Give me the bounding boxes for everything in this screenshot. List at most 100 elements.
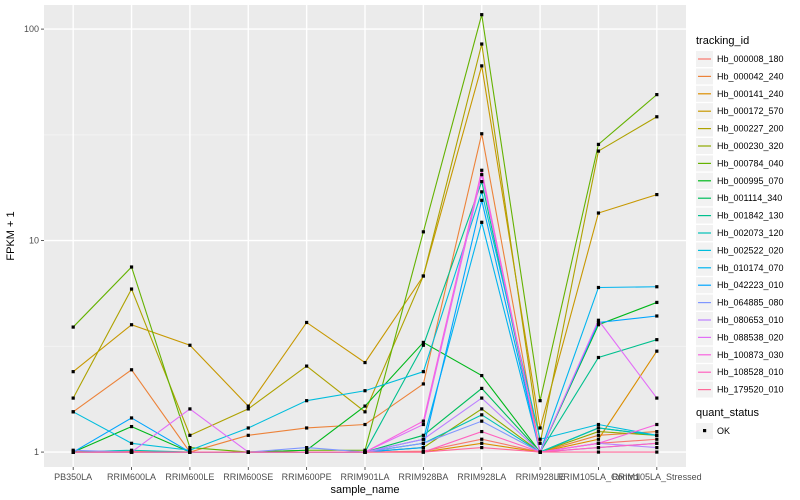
- legend-label: Hb_002522_020: [717, 245, 784, 255]
- data-point: [655, 429, 659, 434]
- data-point: [129, 323, 134, 327]
- data-point: [596, 285, 601, 290]
- data-point: [421, 445, 425, 450]
- data-point: [305, 320, 309, 325]
- legend-label: Hb_000995_070: [717, 176, 784, 186]
- data-point: [480, 386, 484, 391]
- data-point: [421, 422, 425, 427]
- x-tick-label: RRIM928BA: [398, 472, 448, 482]
- legend-label: Hb_080653_010: [717, 315, 784, 325]
- legend-label: Hb_100873_030: [717, 350, 784, 360]
- data-point: [596, 422, 601, 427]
- data-point: [305, 450, 309, 454]
- legend-label: Hb_000227_200: [717, 124, 784, 134]
- axes: 1 10 100 PB350LA RRIM600LA RRIM600LE RRIM600SE…: [24, 24, 702, 482]
- data-point: [246, 426, 250, 430]
- data-point: [596, 318, 601, 322]
- data-point: [71, 370, 75, 374]
- x-tick-label: RRIM600LA: [107, 472, 156, 482]
- legend-label: Hb_000141_240: [717, 89, 784, 99]
- data-point: [538, 450, 542, 454]
- data-point: [71, 448, 75, 452]
- data-point: [129, 265, 134, 269]
- data-point: [596, 450, 601, 454]
- legend-label: Hb_108528_010: [717, 367, 784, 377]
- data-point: [480, 42, 484, 46]
- y-tick-label: 100: [24, 24, 39, 34]
- y-axis-title: FPKM + 1: [5, 211, 17, 260]
- data-point: [363, 448, 367, 452]
- data-point: [305, 445, 309, 450]
- data-point: [363, 404, 367, 408]
- data-point: [246, 407, 250, 411]
- data-point: [655, 396, 659, 400]
- data-point: [188, 343, 192, 347]
- x-tick-label: RRIM928LA: [457, 472, 506, 482]
- data-point: [480, 190, 484, 194]
- data-point: [421, 230, 425, 234]
- legend-label: Hb_064885_080: [717, 298, 784, 308]
- data-point: [480, 198, 484, 202]
- data-point: [655, 192, 659, 197]
- legend-label: Hb_000008_180: [717, 54, 784, 64]
- data-point: [421, 433, 425, 437]
- data-point: [596, 433, 601, 437]
- data-point: [71, 410, 75, 414]
- data-point: [421, 437, 425, 441]
- data-point: [538, 399, 542, 403]
- legend-label: Hb_000042_240: [717, 71, 784, 81]
- data-point: [363, 360, 367, 365]
- data-point: [655, 93, 659, 97]
- data-point: [421, 382, 425, 386]
- data-point: [655, 115, 659, 119]
- data-point: [480, 407, 484, 411]
- data-point: [305, 364, 309, 368]
- data-point: [655, 433, 659, 437]
- data-points: [71, 13, 659, 454]
- data-point: [480, 419, 484, 423]
- legend-label: Hb_001114_340: [717, 193, 782, 203]
- data-point: [421, 274, 425, 278]
- legend-label: Hb_042223_010: [717, 280, 784, 290]
- x-tick-label: RRIM600SE: [223, 472, 273, 482]
- data-point: [246, 404, 250, 408]
- data-point: [188, 448, 192, 452]
- x-tick-label: PB350LA: [54, 472, 92, 482]
- data-point: [596, 426, 601, 430]
- data-point: [71, 325, 75, 329]
- data-point: [655, 300, 659, 305]
- data-point: [480, 168, 484, 172]
- data-point: [421, 370, 425, 374]
- data-point: [596, 437, 601, 441]
- data-point: [596, 441, 601, 445]
- legend: tracking_id Hb_000008_180Hb_000042_240Hb…: [696, 35, 784, 439]
- data-point: [538, 437, 542, 441]
- data-point: [363, 422, 367, 427]
- legend-label: Hb_179520_010: [717, 385, 784, 395]
- data-point: [421, 419, 425, 423]
- data-point: [305, 448, 309, 452]
- x-tick-label: RRIM105LA_Control: [557, 472, 640, 482]
- legend-label: Hb_088538_020: [717, 332, 784, 342]
- data-point: [480, 64, 484, 68]
- data-point: [188, 450, 192, 454]
- data-point: [188, 445, 192, 450]
- data-point: [655, 437, 659, 441]
- data-point: [129, 368, 134, 372]
- x-tick-label: RRIM901LA: [340, 472, 389, 482]
- data-point: [480, 13, 484, 17]
- data-point: [246, 433, 250, 437]
- data-point: [596, 429, 601, 434]
- x-tick-label: RRIM928LE: [516, 472, 565, 482]
- data-point: [655, 349, 659, 353]
- legend-label: Hb_001842_130: [717, 211, 784, 221]
- x-tick-label: RRIM105LA_Stressed: [612, 472, 702, 482]
- data-point: [480, 396, 484, 400]
- data-point: [655, 338, 659, 342]
- data-point: [421, 441, 425, 445]
- y-tick-label: 1: [34, 447, 39, 457]
- data-point: [129, 441, 134, 445]
- data-point: [129, 287, 134, 291]
- x-tick-label: RRIM600LE: [165, 472, 214, 482]
